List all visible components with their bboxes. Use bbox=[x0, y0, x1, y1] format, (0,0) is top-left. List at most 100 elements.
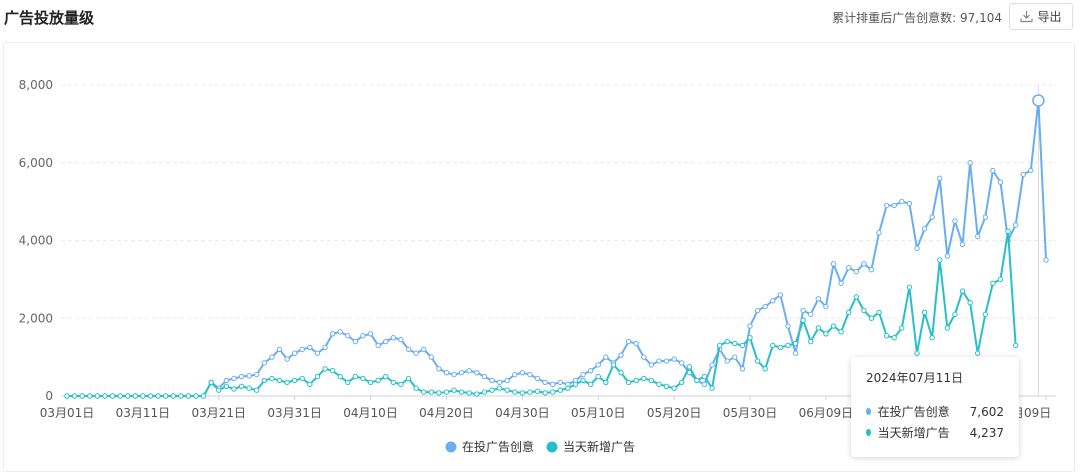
data-point bbox=[565, 385, 571, 391]
ad-volume-line-chart[interactable]: 0 2,000 4,000 6,000 8,000 03月01日 03月11日 03月21日 0… bbox=[4, 43, 1076, 473]
data-point bbox=[587, 381, 594, 388]
data-point bbox=[724, 358, 730, 364]
data-point bbox=[352, 338, 359, 345]
data-point bbox=[883, 333, 890, 339]
data-point bbox=[307, 381, 313, 388]
data-point bbox=[466, 390, 472, 396]
data-point bbox=[595, 373, 601, 380]
data-point bbox=[603, 379, 609, 386]
data-point bbox=[443, 369, 450, 376]
x-tick-label: 05月10日 bbox=[571, 406, 626, 420]
data-point bbox=[64, 393, 70, 399]
data-point bbox=[838, 329, 844, 335]
data-point bbox=[550, 381, 556, 388]
y-tick-label: 4,000 bbox=[19, 234, 53, 248]
data-point bbox=[838, 280, 844, 286]
data-point bbox=[792, 350, 799, 356]
data-point bbox=[686, 364, 693, 370]
data-point bbox=[914, 245, 920, 251]
data-point bbox=[71, 393, 78, 399]
data-point bbox=[876, 230, 882, 236]
download-icon bbox=[1020, 10, 1034, 23]
x-tick-label: 04月20日 bbox=[419, 406, 474, 420]
data-point bbox=[633, 377, 639, 384]
data-point bbox=[550, 389, 556, 395]
data-point bbox=[572, 381, 579, 388]
data-point bbox=[1043, 257, 1049, 263]
data-point bbox=[974, 233, 981, 240]
x-tick-label: 05月20日 bbox=[647, 406, 702, 420]
data-point bbox=[967, 160, 973, 166]
data-point bbox=[679, 360, 685, 366]
data-point bbox=[656, 381, 662, 388]
data-point bbox=[481, 373, 488, 380]
data-point bbox=[823, 303, 829, 310]
data-point bbox=[223, 377, 230, 384]
data-point bbox=[800, 307, 806, 314]
data-point bbox=[284, 356, 290, 362]
data-point bbox=[458, 369, 465, 376]
data-point bbox=[959, 241, 966, 248]
data-point bbox=[990, 280, 996, 286]
data-point bbox=[299, 346, 305, 353]
data-point bbox=[709, 385, 715, 391]
data-point bbox=[109, 393, 116, 399]
data-point bbox=[929, 334, 935, 341]
tooltip-value-new: 4,237 bbox=[969, 425, 1004, 440]
data-point bbox=[193, 393, 199, 399]
x-tick-label: 03月31日 bbox=[267, 406, 322, 420]
data-point bbox=[808, 311, 814, 318]
data-point bbox=[360, 375, 366, 382]
data-point bbox=[329, 368, 336, 374]
data-point bbox=[747, 323, 753, 329]
data-point bbox=[845, 265, 852, 271]
data-point bbox=[732, 340, 738, 347]
data-point bbox=[739, 342, 746, 349]
data-point bbox=[603, 354, 609, 360]
data-point bbox=[337, 373, 343, 380]
data-point bbox=[921, 309, 928, 316]
data-point bbox=[170, 393, 176, 399]
data-point bbox=[618, 352, 624, 358]
data-point bbox=[413, 350, 419, 356]
data-point bbox=[952, 311, 958, 318]
data-point bbox=[906, 284, 913, 290]
data-point bbox=[291, 377, 298, 384]
data-point bbox=[314, 373, 321, 380]
data-point bbox=[792, 340, 799, 347]
data-point bbox=[383, 373, 389, 380]
data-point bbox=[785, 323, 791, 329]
data-point bbox=[808, 338, 814, 345]
data-point bbox=[754, 358, 761, 364]
data-point bbox=[754, 307, 761, 314]
data-point bbox=[337, 329, 343, 335]
data-point bbox=[800, 317, 806, 323]
data-point bbox=[929, 214, 935, 220]
data-point bbox=[519, 390, 526, 396]
data-point bbox=[474, 391, 480, 397]
data-point bbox=[724, 338, 730, 345]
export-button[interactable]: 导出 bbox=[1009, 3, 1073, 30]
x-tick-label: 03月01日 bbox=[40, 406, 95, 420]
data-point bbox=[79, 393, 85, 399]
total-creative-value: 97,104 bbox=[960, 11, 1002, 25]
data-point bbox=[671, 385, 677, 391]
data-point bbox=[276, 377, 283, 384]
data-point bbox=[914, 350, 920, 356]
data-point bbox=[701, 381, 708, 388]
data-point bbox=[694, 377, 700, 384]
data-point bbox=[732, 354, 738, 360]
data-point bbox=[443, 389, 450, 395]
data-point bbox=[990, 167, 996, 174]
data-point bbox=[231, 386, 237, 392]
data-point bbox=[383, 338, 389, 345]
data-point bbox=[436, 366, 442, 372]
tooltip-dot-new bbox=[866, 429, 871, 436]
data-point bbox=[762, 303, 768, 310]
data-point bbox=[534, 388, 541, 395]
data-point bbox=[345, 379, 351, 386]
chart-panel: 0 2,000 4,000 6,000 8,000 03月01日 03月11日 03月21日 0… bbox=[3, 42, 1075, 472]
series-points-1 bbox=[64, 228, 1019, 399]
tooltip-name-new: 当天新增广告 bbox=[877, 426, 950, 440]
data-point bbox=[390, 379, 397, 386]
